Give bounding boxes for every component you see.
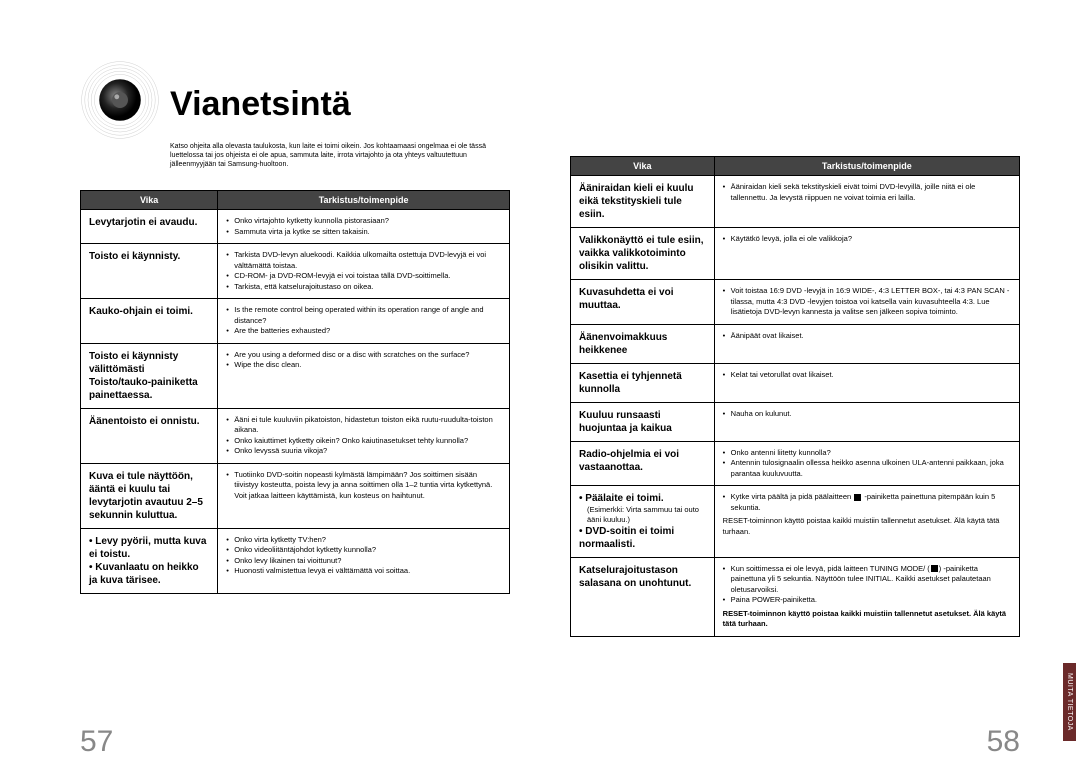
page-58: Vika Tarkistus/toimenpide Ääniraidan kie… [540, 0, 1080, 771]
action-cell: Ääniraidan kieli sekä tekstityskieli eiv… [714, 176, 1019, 228]
header-vika: Vika [571, 157, 715, 176]
action-cell: Is the remote control being operated wit… [218, 299, 510, 344]
action-cell: Kun soittimessa ei ole levyä, pidä laitt… [714, 557, 1019, 636]
action-cell: Tarkista DVD-levyn aluekoodi. Kaikkia ul… [218, 244, 510, 299]
action-cell: Nauha on kulunut. [714, 402, 1019, 441]
action-cell: Ääni ei tule kuuluviin pikatoiston, hida… [218, 408, 510, 463]
symptom-cell: Äänenvoimakkuus heikkenee [571, 324, 715, 363]
action-cell: Are you using a deformed disc or a disc … [218, 343, 510, 408]
side-tab: MUITA TIETOJA [1063, 663, 1076, 741]
table-row: Kuvasuhdetta ei voi muuttaa.Voit toistaa… [571, 280, 1020, 325]
table-row: • Levy pyörii, mutta kuva ei toistu.• Ku… [81, 528, 510, 593]
symptom-cell: Kauko-ohjain ei toimi. [81, 299, 218, 344]
page-number: 58 [987, 725, 1020, 759]
symptom-cell: Valikkonäyttö ei tule esiin, vaikka vali… [571, 228, 715, 280]
table-row: Ääniraidan kieli ei kuulu eikä tekstitys… [571, 176, 1020, 228]
symptom-cell: Kuvasuhdetta ei voi muuttaa. [571, 280, 715, 325]
action-cell: Käytätkö levyä, jolla ei ole valikkoja? [714, 228, 1019, 280]
action-cell: Voit toistaa 16:9 DVD -levyjä in 16:9 WI… [714, 280, 1019, 325]
intro-text: Katso ohjeita alla olevasta taulukosta, … [170, 142, 510, 169]
table-row: Kuuluu runsaasti huojuntaa ja kaikuaNauh… [571, 402, 1020, 441]
symptom-cell: • Levy pyörii, mutta kuva ei toistu.• Ku… [81, 528, 218, 593]
symptom-cell: Radio-ohjelmia ei voi vastaanottaa. [571, 441, 715, 486]
symptom-cell: • Päälaite ei toimi.(Esimerkki: Virta sa… [571, 486, 715, 558]
symptom-cell: Katselurajoitustason salasana on unohtun… [571, 557, 715, 636]
table-row: Kuva ei tule näyttöön, ääntä ei kuulu ta… [81, 463, 510, 528]
symptom-cell: Kuva ei tule näyttöön, ääntä ei kuulu ta… [81, 463, 218, 528]
table-row: Toisto ei käynnisty.Tarkista DVD-levyn a… [81, 244, 510, 299]
header-vika: Vika [81, 191, 218, 210]
table-row: • Päälaite ei toimi.(Esimerkki: Virta sa… [571, 486, 1020, 558]
symptom-cell: Kuuluu runsaasti huojuntaa ja kaikua [571, 402, 715, 441]
table-row: Katselurajoitustason salasana on unohtun… [571, 557, 1020, 636]
action-cell: Onko antenni liitetty kunnolla?Antennin … [714, 441, 1019, 486]
table-row: Toisto ei käynnisty välittömästi Toisto/… [81, 343, 510, 408]
header-action: Tarkistus/toimenpide [714, 157, 1019, 176]
symptom-cell: Kasettia ei tyhjennetä kunnolla [571, 363, 715, 402]
table-row: Äänentoisto ei onnistu.Ääni ei tule kuul… [81, 408, 510, 463]
action-cell: Kelat tai vetorullat ovat likaiset. [714, 363, 1019, 402]
page-number: 57 [80, 725, 113, 759]
table-row: Levytarjotin ei avaudu.Onko virtajohto k… [81, 210, 510, 244]
action-cell: Kytke virta päältä ja pidä päälaitteen -… [714, 486, 1019, 558]
table-row: Kauko-ohjain ei toimi.Is the remote cont… [81, 299, 510, 344]
speaker-icon [80, 60, 160, 140]
symptom-cell: Toisto ei käynnisty. [81, 244, 218, 299]
symptom-cell: Ääniraidan kieli ei kuulu eikä tekstitys… [571, 176, 715, 228]
table-row: Äänenvoimakkuus heikkeneeÄänipäät ovat l… [571, 324, 1020, 363]
symptom-cell: Levytarjotin ei avaudu. [81, 210, 218, 244]
page-title: Vianetsintä [170, 85, 351, 124]
troubleshooting-table-right: Vika Tarkistus/toimenpide Ääniraidan kie… [570, 156, 1020, 637]
header-action: Tarkistus/toimenpide [218, 191, 510, 210]
action-cell: Tuotiinko DVD-soitin nopeasti kylmästä l… [218, 463, 510, 528]
action-cell: Onko virtajohto kytketty kunnolla pistor… [218, 210, 510, 244]
troubleshooting-table-left: Vika Tarkistus/toimenpide Levytarjotin e… [80, 190, 510, 594]
action-cell: Onko virta kytketty TV:hen?Onko videolii… [218, 528, 510, 593]
action-cell: Äänipäät ovat likaiset. [714, 324, 1019, 363]
symptom-cell: Äänentoisto ei onnistu. [81, 408, 218, 463]
page-57: Vianetsintä Katso ohjeita alla olevasta … [0, 0, 540, 771]
table-row: Valikkonäyttö ei tule esiin, vaikka vali… [571, 228, 1020, 280]
symptom-cell: Toisto ei käynnisty välittömästi Toisto/… [81, 343, 218, 408]
table-row: Kasettia ei tyhjennetä kunnollaKelat tai… [571, 363, 1020, 402]
table-row: Radio-ohjelmia ei voi vastaanottaa.Onko … [571, 441, 1020, 486]
